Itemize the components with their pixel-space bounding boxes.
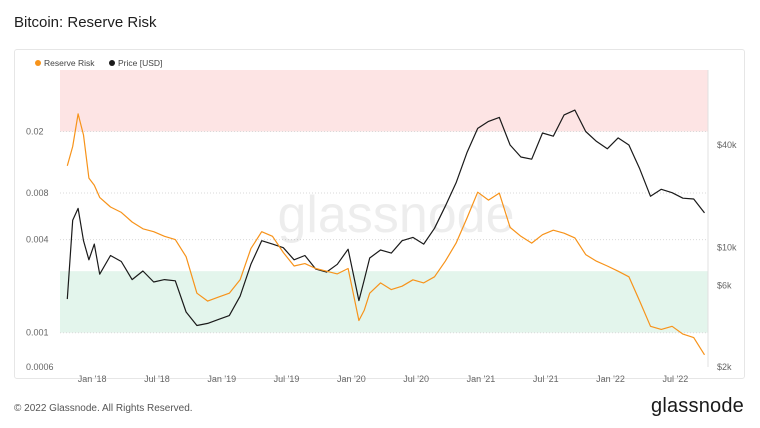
x-tick-label: Jan '21	[467, 374, 496, 384]
x-tick-label: Jul '20	[403, 374, 429, 384]
y-left-tick-label: 0.008	[26, 188, 49, 198]
y-right-tick-label: $6k	[717, 281, 732, 291]
undervalued-zone	[60, 271, 708, 333]
legend-marker	[35, 60, 41, 66]
legend-marker	[109, 60, 115, 66]
x-tick-label: Jan '19	[207, 374, 236, 384]
x-tick-label: Jul '18	[144, 374, 170, 384]
chart-panel	[14, 49, 745, 379]
brand-logo: glassnode	[651, 395, 744, 417]
copyright-text: © 2022 Glassnode. All Rights Reserved.	[14, 403, 193, 414]
watermark: glassnode	[277, 186, 514, 244]
y-right-tick-label: $2k	[717, 362, 732, 372]
legend-label: Price [USD]	[118, 58, 162, 68]
x-tick-label: Jan '18	[78, 374, 107, 384]
y-left-tick-label: 0.0006	[26, 362, 54, 372]
y-left-tick-label: 0.02	[26, 127, 44, 137]
y-left-tick-label: 0.004	[26, 235, 49, 245]
x-tick-label: Jan '22	[596, 374, 625, 384]
page-title: Bitcoin: Reserve Risk	[14, 14, 157, 31]
x-tick-label: Jan '20	[337, 374, 366, 384]
x-tick-label: Jul '19	[274, 374, 300, 384]
y-right-tick-label: $10k	[717, 243, 737, 253]
series-line-price	[66, 109, 705, 327]
y-left-tick-label: 0.001	[26, 328, 49, 338]
series-line-reserve-risk	[66, 113, 706, 356]
y-right-tick-label: $40k	[717, 140, 737, 150]
legend-label: Reserve Risk	[44, 58, 95, 68]
x-tick-label: Jul '22	[662, 374, 688, 384]
x-tick-label: Jul '21	[533, 374, 559, 384]
overvalued-zone	[60, 70, 708, 132]
